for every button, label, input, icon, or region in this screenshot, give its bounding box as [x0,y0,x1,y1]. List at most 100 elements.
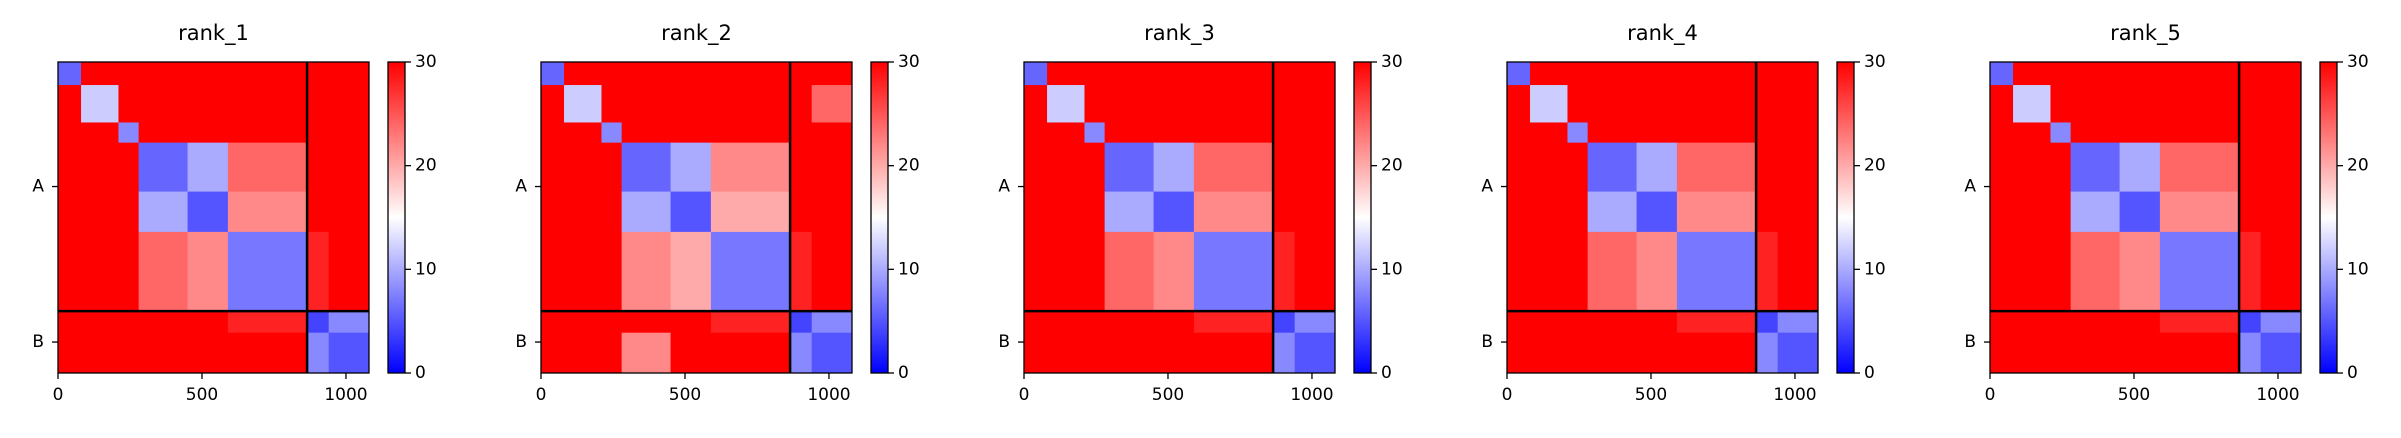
heatmap-cell [1084,231,1106,312]
heatmap [541,62,852,373]
heatmap-cell [1193,122,1274,144]
heatmap-cell [1507,191,1531,233]
heatmap-cell [2050,85,2072,123]
colorbar-tick-label: 0 [2347,363,2358,383]
heatmap-cell [2050,142,2072,193]
heatmap-cell [58,122,82,144]
heatmap-cell [58,231,82,312]
heatmap-cell [2260,311,2301,334]
heatmap-cell [81,122,119,144]
heatmap-cell [2239,191,2262,233]
heatmap-cell [118,191,140,233]
heatmap-cell [1777,332,1818,373]
colorbar-tick-label: 30 [2347,52,2369,72]
heatmap-cell [621,85,672,123]
heatmap-cell [1990,142,2014,193]
heatmap-cell [1153,142,1195,193]
heatmap-cell [138,122,189,144]
heatmap-cell [790,191,813,233]
heatmap-cell [118,142,140,193]
colorbar [2319,61,2338,374]
heatmap [1990,62,2301,373]
heatmap-cell [2070,142,2121,193]
heatmap-cell [1756,85,1779,123]
heatmap-cell [1567,311,1589,334]
heatmap-cell [1530,122,1568,144]
heatmap-cell [2013,142,2051,193]
heatmap-cell [1676,231,1757,312]
heatmap-cell [1777,231,1818,312]
heatmap-cell [710,142,791,193]
heatmap-cell [790,122,813,144]
heatmap-cell [1530,191,1568,233]
heatmap-cell [1587,231,1638,312]
heatmap-cell [307,62,330,86]
heatmap-cell [1636,332,1678,373]
heatmap-cell [1530,311,1568,334]
heatmap-cell [710,62,791,86]
heatmap-cell [564,191,602,233]
heatmap-cell [2260,231,2301,312]
heatmap-cell [541,332,565,373]
heatmap-cell [1507,311,1531,334]
heatmap-cell [541,191,565,233]
heatmap-cell [1024,332,1048,373]
heatmap-cell [621,311,672,334]
colorbar [870,61,889,374]
heatmap-cell [328,231,369,312]
heatmap-cell [58,142,82,193]
heatmap-cell [1294,311,1335,334]
heatmap-cell [1193,191,1274,233]
panel-title: rank_3 [1144,21,1215,46]
colorbar-tick-label: 10 [2347,259,2369,279]
heatmap-cell [541,231,565,312]
heatmap-cell [187,122,229,144]
heatmap-cell [2239,122,2262,144]
colorbar-tick-label: 0 [898,363,909,383]
heatmap-cell [1756,142,1779,193]
heatmap-cell [564,62,602,86]
y-tick-label: A [32,177,44,197]
heatmap-cell [138,142,189,193]
heatmap-cell [1676,142,1757,193]
heatmap-cell [1990,231,2014,312]
heatmap-cell [1193,332,1274,373]
heatmap-cell [118,62,140,86]
heatmap-cell [2239,332,2262,373]
heatmap-cell [1273,191,1296,233]
heatmap-cell [138,191,189,233]
heatmap-cell [1507,332,1531,373]
heatmap-cell [2050,122,2072,144]
heatmap-cell [601,332,623,373]
heatmap-cell [1756,332,1779,373]
heatmap-cell [1756,231,1779,312]
heatmap-cell [187,311,229,334]
colorbar-tick-label: 10 [898,259,920,279]
heatmap-cell [2159,122,2240,144]
heatmap-cell [2119,231,2161,312]
heatmap-cell [227,122,308,144]
heatmap-cell [670,191,712,233]
heatmap-cell [1676,85,1757,123]
heatmap-cell [2119,85,2161,123]
heatmap-cell [2159,311,2240,334]
heatmap-cell [811,332,852,373]
heatmap-cell [1084,122,1106,144]
heatmap-cell [710,332,791,373]
heatmap-cell [1636,231,1678,312]
colorbar [1836,61,1855,374]
heatmap-cell [187,142,229,193]
panel-title: rank_4 [1627,21,1698,46]
colorbar-tick-label: 30 [898,52,920,72]
colorbar-tick-label: 0 [415,363,426,383]
heatmap-cell [710,311,791,334]
heatmap-cell [1153,62,1195,86]
heatmap-cell [541,142,565,193]
heatmap-cell [1024,311,1048,334]
heatmap-cell [2070,191,2121,233]
y-tick-label: B [1964,332,1976,352]
colorbar [387,61,406,374]
heatmap-cell [2239,311,2262,334]
heatmap-cell [621,62,672,86]
